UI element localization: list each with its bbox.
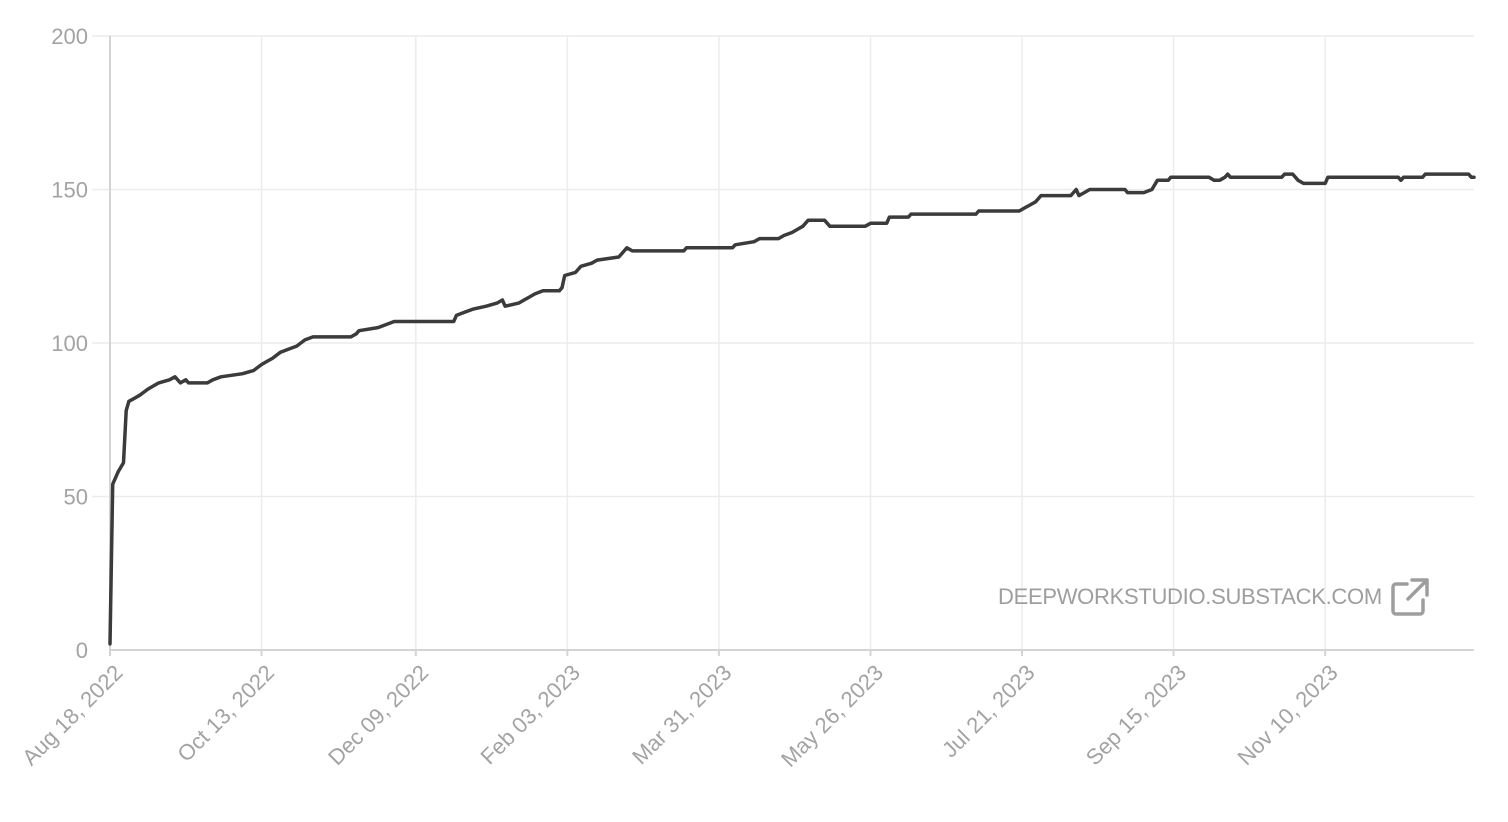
x-tick-label: Dec 09, 2022 bbox=[323, 660, 433, 770]
x-tick-label: Oct 13, 2022 bbox=[172, 660, 279, 767]
y-tick-label: 100 bbox=[51, 331, 88, 356]
y-tick-label: 200 bbox=[51, 24, 88, 49]
watermark-text: DEEPWORKSTUDIO.SUBSTACK.COM bbox=[998, 584, 1382, 609]
x-tick-label: Aug 18, 2022 bbox=[17, 660, 127, 770]
x-tick-label: Feb 03, 2023 bbox=[476, 660, 585, 769]
axis-layer bbox=[109, 36, 1474, 656]
x-tick-label: May 26, 2023 bbox=[776, 660, 888, 772]
subscriber-series-line bbox=[108, 172, 1476, 646]
y-tick-label: 50 bbox=[64, 485, 88, 510]
y-tick-label: 150 bbox=[51, 178, 88, 203]
substack-watermark[interactable]: DEEPWORKSTUDIO.SUBSTACK.COM bbox=[998, 577, 1430, 617]
x-tick-label: Sep 15, 2023 bbox=[1081, 660, 1191, 770]
label-layer: 0 50 100 150 200 Aug 18, 2022 Oct 13, 2022 Dec … bbox=[17, 24, 1342, 772]
series-layer bbox=[108, 172, 1476, 646]
x-tick-label: Mar 31, 2023 bbox=[627, 660, 736, 769]
external-link-icon bbox=[1390, 577, 1430, 617]
x-tick-label: Nov 10, 2023 bbox=[1232, 660, 1342, 770]
x-tick-label: Jul 21, 2023 bbox=[937, 660, 1039, 762]
y-tick-label: 0 bbox=[76, 638, 88, 663]
